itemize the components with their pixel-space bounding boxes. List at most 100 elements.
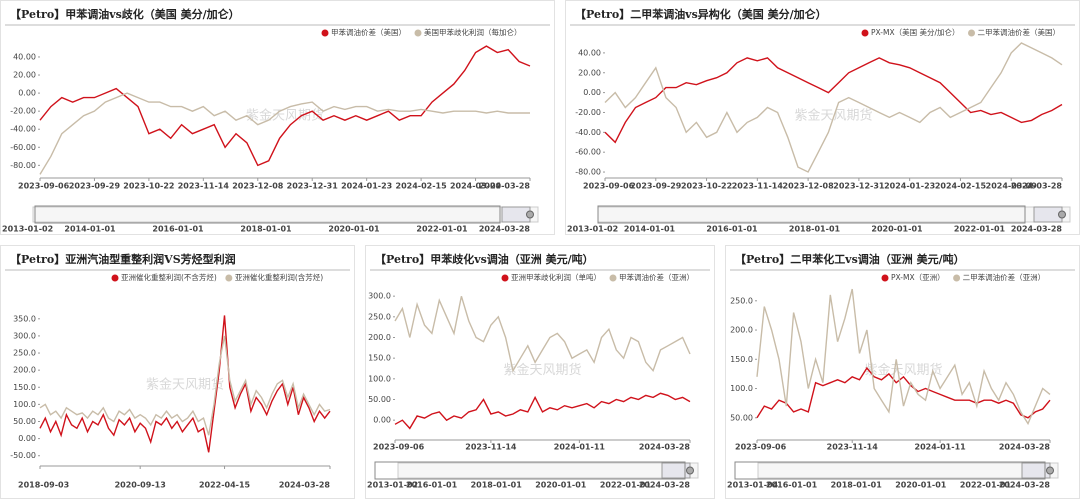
x-tick-label: 2023-09-29	[630, 182, 682, 191]
legend-marker	[501, 274, 509, 282]
x-tick-label: 2024-02-15	[396, 182, 448, 191]
y-tick-label: 100.0	[13, 400, 36, 409]
navigator-label: 2013-01-04	[727, 481, 779, 490]
legend-label: 亚洲甲苯歧化利润（单吨）	[511, 272, 601, 282]
navigator-label: 2024-03-28	[999, 481, 1051, 490]
navigator-label: 2018-01-01	[240, 225, 292, 234]
legend-marker	[321, 29, 329, 37]
navigator-label: 2022-01-01	[600, 481, 652, 490]
chart-title: 【Petro】甲苯歧化vs调油（亚洲 美元/吨）	[375, 252, 594, 266]
x-tick-label: 2022-04-15	[199, 481, 251, 490]
navigator-label: 2022-01-01	[960, 481, 1012, 490]
navigator-label: 2024-03-28	[1011, 225, 1063, 234]
x-tick-label: 2023-10-22	[681, 182, 732, 191]
navigator-label: 2014-01-01	[64, 225, 116, 234]
series-line	[394, 392, 691, 430]
y-tick-label: 250.0	[730, 296, 753, 305]
navigator-label: 2020-01-01	[535, 481, 587, 490]
y-tick-label: 150.0	[368, 354, 391, 363]
x-tick-label: 2023-09-06	[18, 182, 70, 191]
y-tick-label: 250.0	[368, 312, 391, 321]
y-tick-label: 200.0	[730, 326, 753, 335]
legend-label: 美国甲苯歧化利润（每加仑）	[424, 27, 522, 37]
y-tick-label: -40.00	[575, 128, 601, 137]
x-tick-label: 2023-09-06	[735, 443, 787, 452]
chart-title: 【Petro】二甲苯化工vs调油（亚洲 美元/吨）	[735, 252, 965, 266]
navigator-label: 2018-01-01	[471, 481, 523, 490]
navigator-label: 2022-01-01	[416, 225, 468, 234]
navigator-label: 2022-01-01	[954, 225, 1006, 234]
navigator-box	[734, 461, 1046, 480]
navigator-label: 2018-01-01	[831, 481, 883, 490]
y-tick-label: 40.00	[13, 52, 36, 61]
chart-title: 【Petro】甲苯调油vs歧化（美国 美分/加仑）	[10, 7, 240, 21]
y-tick-label: 20.00	[13, 71, 36, 80]
navigator-label: 2013-01-02	[2, 225, 53, 234]
chart-title: 【Petro】二甲苯调油vs异构化（美国 美分/加仑）	[575, 7, 827, 21]
y-tick-label: 150.0	[730, 355, 753, 364]
x-tick-label: 2024-03-09	[986, 182, 1038, 191]
y-tick-label: 150.0	[13, 383, 36, 392]
navigator-label: 2024-03-28	[639, 481, 691, 490]
x-tick-label: 2023-11-14	[465, 443, 517, 452]
legend-label: PX-MX（亚洲）	[891, 273, 945, 282]
x-tick-label: 2023-09-06	[583, 182, 635, 191]
series-line	[604, 42, 1063, 173]
navigator-box	[374, 461, 686, 480]
navigator-label: 2020-01-01	[871, 225, 923, 234]
x-tick-label: 2024-03-28	[1011, 182, 1063, 191]
navigator-track	[757, 462, 1059, 479]
watermark: 紫金天风期货	[246, 108, 324, 124]
legend-marker	[111, 274, 119, 282]
y-tick-label: 300.0	[368, 292, 391, 301]
legend-marker	[609, 274, 617, 282]
x-tick-label: 2023-11-14	[827, 443, 879, 452]
y-tick-label: -40.00	[10, 125, 36, 134]
navigator-track	[397, 462, 699, 479]
x-tick-label: 2024-03-28	[279, 481, 331, 490]
y-tick-label: 100.0	[730, 384, 753, 393]
navigator-label: 2014-01-01	[624, 225, 676, 234]
x-tick-label: 2023-12-08	[232, 182, 284, 191]
navigator-label: 2016-01-01	[706, 225, 758, 234]
navigator-label: 2018-01-01	[789, 225, 841, 234]
x-tick-label: 2024-01-11	[915, 443, 967, 452]
y-tick-label: 350.0	[13, 314, 36, 323]
navigator-box	[34, 205, 501, 224]
y-tick-label: 20.00	[578, 68, 601, 77]
navigator-label: 2016-01-01	[766, 481, 818, 490]
navigator-label: 2013-01-02	[567, 225, 618, 234]
legend-label: 亚洲催化重整利润(含芳烃)	[235, 272, 323, 282]
x-tick-label: 2024-03-28	[639, 443, 691, 452]
navigator-handle	[1058, 210, 1066, 219]
legend-label: PX-MX（美国 美分/加仑）	[871, 27, 960, 37]
navigator-label: 2016-01-01	[152, 225, 204, 234]
navigator-label: 2024-03-28	[479, 225, 531, 234]
panel	[0, 0, 555, 235]
x-tick-label: 2023-11-14	[732, 182, 784, 191]
y-tick-label: 250.0	[13, 349, 36, 358]
watermark: 紫金天风期货	[864, 362, 942, 378]
legend-marker	[414, 29, 422, 37]
navigator-label: 2020-01-01	[895, 481, 947, 490]
series-line	[394, 295, 691, 373]
y-tick-label: -50.00	[10, 451, 36, 460]
y-tick-label: -80.00	[10, 161, 36, 170]
series-line	[604, 57, 1063, 144]
x-tick-label: 2023-12-31	[287, 182, 339, 191]
series-line	[39, 45, 531, 167]
x-tick-label: 2023-11-14	[178, 182, 230, 191]
y-tick-label: 0.00	[583, 88, 601, 97]
y-tick-label: 40.00	[578, 48, 601, 57]
navigator-window	[661, 462, 691, 479]
x-tick-label: 2023-10-22	[123, 182, 174, 191]
x-tick-label: 2024-03-28	[999, 443, 1051, 452]
x-tick-label: 2018-09-03	[18, 481, 69, 490]
x-tick-label: 2024-01-23	[884, 182, 935, 191]
navigator-label: 2013-01-02	[367, 481, 418, 490]
navigator-track	[32, 206, 539, 223]
navigator-handle	[526, 210, 534, 219]
navigator-label: 2016-01-01	[406, 481, 458, 490]
navigator-window	[501, 206, 531, 223]
navigator-handle	[1046, 466, 1054, 475]
